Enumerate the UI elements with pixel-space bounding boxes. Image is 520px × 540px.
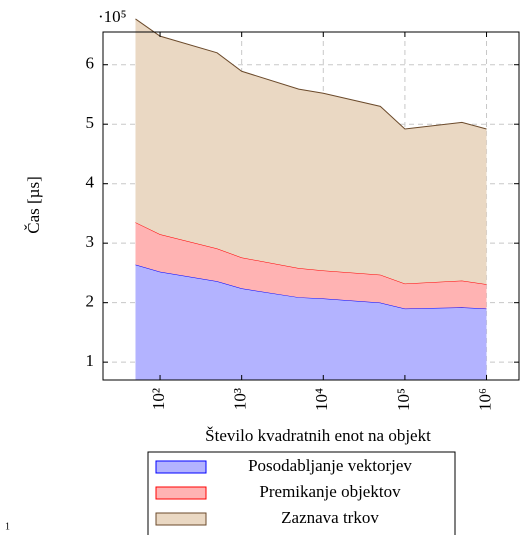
y-axis-label: Čas [µs] [24, 176, 43, 233]
y-tick-label: 1 [86, 351, 95, 370]
x-tick-label: 10⁴ [312, 388, 331, 411]
x-tick-label: 10² [149, 388, 168, 410]
x-tick-label: 10⁶ [475, 388, 494, 411]
x-tick-label: 10³ [231, 388, 250, 410]
y-tick-label: 4 [86, 173, 95, 192]
y-tick-label: 3 [86, 232, 95, 251]
y-tick-label: 5 [86, 113, 95, 132]
legend: Posodabljanje vektorjev Premikanje objekt… [147, 451, 456, 540]
legend-label: Zaznava trkov [281, 508, 379, 527]
area-edge [135, 18, 487, 130]
page-marker: 1 [5, 521, 10, 532]
legend-label: Premikanje objektov [259, 482, 401, 501]
legend-swatch [155, 486, 207, 500]
y-tick-label: 2 [86, 292, 95, 311]
area [135, 264, 487, 380]
legend-label: Posodabljanje vektorjev [248, 456, 412, 475]
legend-swatch [155, 460, 207, 474]
x-tick-label: 10⁵ [394, 388, 413, 411]
area [135, 18, 487, 285]
y-tick-label: 6 [86, 54, 95, 73]
plot-frame [102, 31, 520, 381]
x-axis-label: Število kvadratnih enot na objekt [205, 426, 431, 445]
area [135, 222, 487, 309]
legend-swatch [155, 512, 207, 526]
y-multiplier: ·10⁵ [98, 7, 127, 26]
